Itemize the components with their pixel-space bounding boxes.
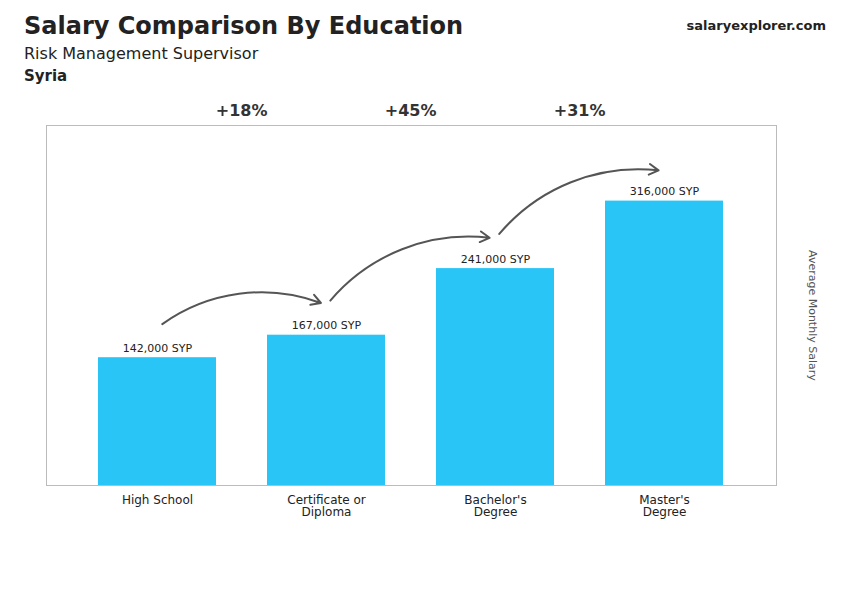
html-text:Salary Comparison By Education: Salary Comparison By Education bbox=[24, 12, 464, 40]
html-text:salaryexplorer.com: salaryexplorer.com bbox=[686, 18, 826, 33]
svg-text:316,000 SYP: 316,000 SYP bbox=[630, 185, 700, 198]
svg-text:241,000 SYP: 241,000 SYP bbox=[461, 253, 531, 266]
html-text:Syria: Syria bbox=[24, 67, 68, 85]
svg-text:+45%: +45% bbox=[385, 101, 437, 120]
svg-text:+31%: +31% bbox=[554, 101, 606, 120]
svg-text:Bachelor'sDegree: Bachelor'sDegree bbox=[464, 493, 526, 519]
html-text:Average Monthly Salary: Average Monthly Salary bbox=[806, 249, 819, 381]
svg-text:167,000 SYP: 167,000 SYP bbox=[292, 319, 362, 332]
svg-text:142,000 SYP: 142,000 SYP bbox=[123, 342, 193, 355]
svg-text:+18%: +18% bbox=[216, 101, 268, 120]
svg-text:High School: High School bbox=[122, 493, 193, 507]
html-text:Risk Management Supervisor: Risk Management Supervisor bbox=[24, 44, 259, 63]
svg-text:Certificate orDiploma: Certificate orDiploma bbox=[287, 493, 365, 519]
svg-text:Master'sDegree: Master'sDegree bbox=[639, 493, 690, 519]
